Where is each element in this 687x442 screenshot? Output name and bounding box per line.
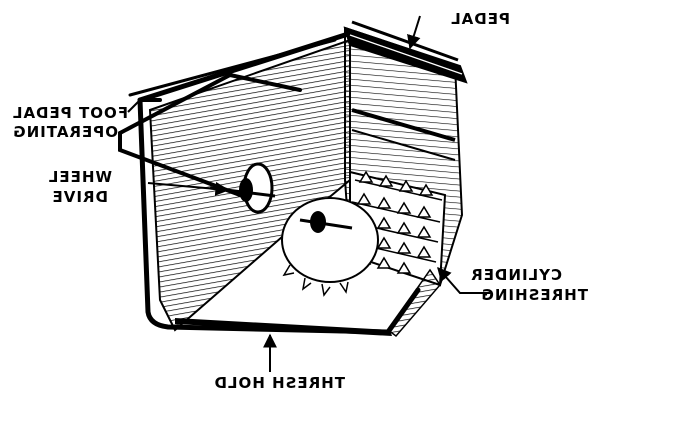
cylinder-disc: [281, 197, 379, 297]
label-cylinder: CYLINDER: [470, 266, 562, 284]
label-wheel: WHEEL: [48, 168, 112, 186]
label-operating: OPERATING: [12, 123, 118, 141]
label-foot-pedal: FOOT PEDAL: [12, 104, 128, 122]
label-thresh-hold: THRESH HOLD: [214, 374, 345, 392]
label-threshing: THRESHING: [481, 286, 588, 304]
label-pedal: PEDAL: [450, 10, 510, 28]
thresh-hold-bar: [175, 268, 441, 338]
foot-pedal-rod: [118, 72, 302, 200]
leader-lines: [127, 15, 490, 372]
drive-wheel: [209, 162, 276, 214]
label-drive: DRIVE: [52, 188, 108, 206]
